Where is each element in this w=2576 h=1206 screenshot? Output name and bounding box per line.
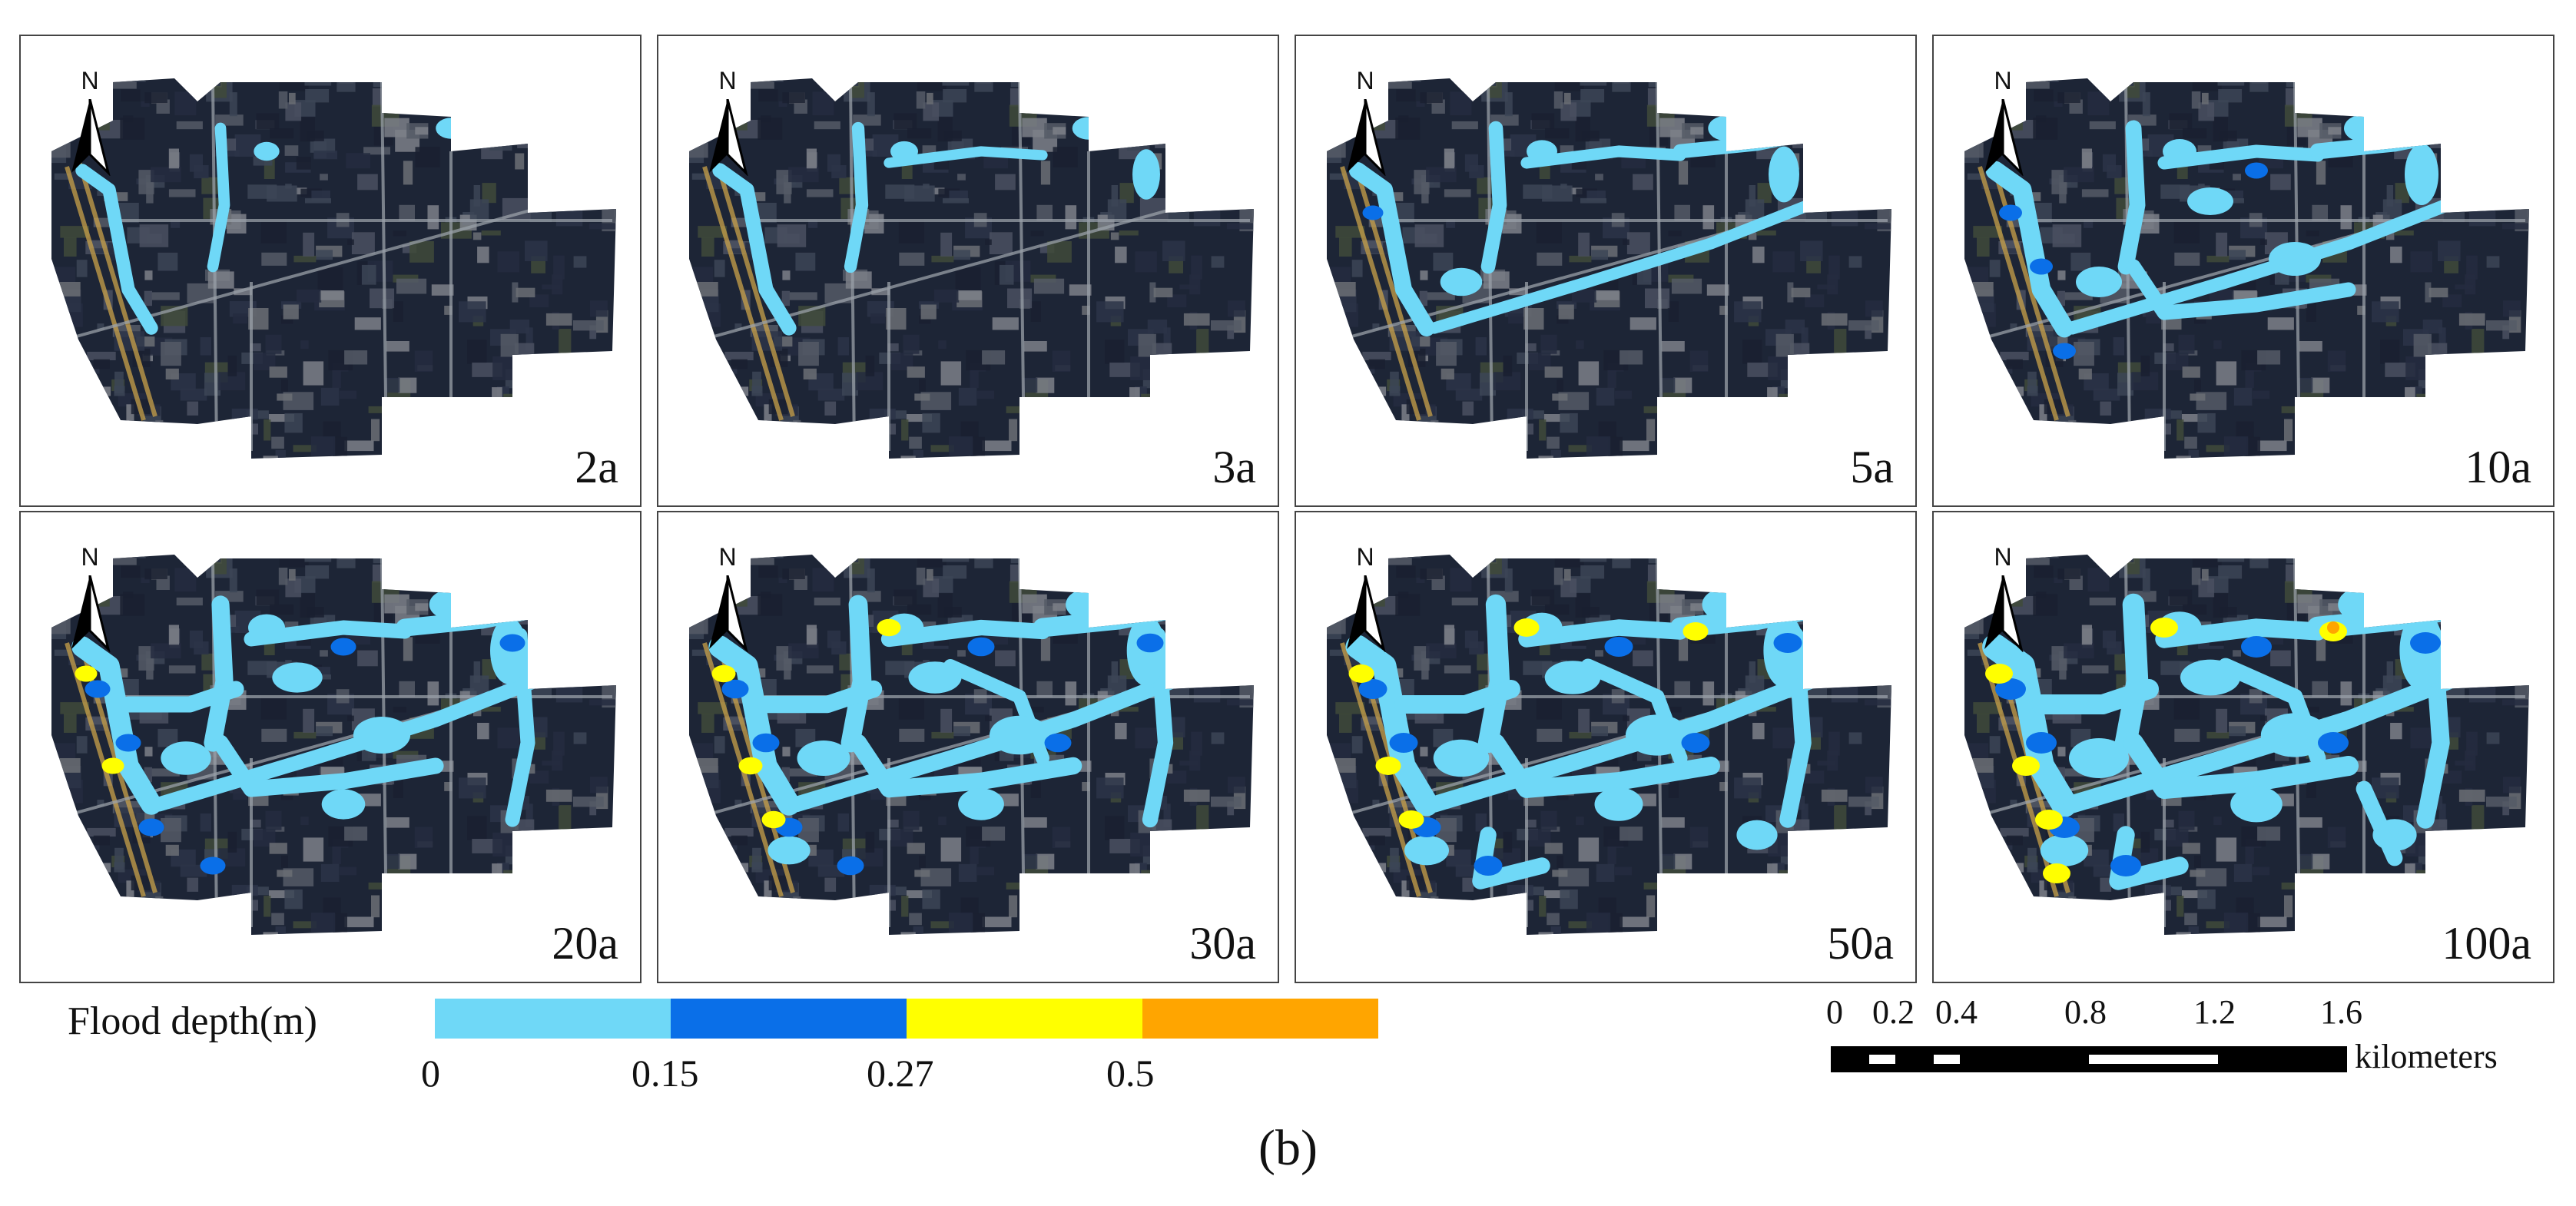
- flood-map: [1327, 78, 1891, 459]
- flood-extent: [712, 117, 1160, 336]
- flood-map: [689, 78, 1254, 459]
- scale-tick: 0.8: [2064, 993, 2107, 1031]
- flood-map: [51, 78, 616, 459]
- north-label: N: [1994, 67, 2012, 94]
- map-panel: N 50a: [1295, 511, 1917, 983]
- scale-bar: [1831, 1046, 2347, 1072]
- north-arrow: N: [58, 68, 122, 184]
- flood-extent: [1345, 576, 1874, 890]
- figure-caption: (b): [1258, 1120, 1318, 1176]
- return-period-label: 50a: [1827, 918, 1894, 969]
- scale-tick: 1.6: [2320, 993, 2362, 1031]
- north-arrow: N: [1333, 68, 1397, 184]
- map-panel: N 5a: [1295, 35, 1917, 507]
- legend-swatch: [671, 999, 907, 1039]
- map-panel: N 20a: [19, 511, 642, 983]
- north-label: N: [718, 67, 737, 94]
- north-arrow: N: [1333, 545, 1397, 660]
- scale-tick: 1.2: [2193, 993, 2236, 1031]
- return-period-label: 3a: [1212, 442, 1256, 492]
- return-period-label: 20a: [552, 918, 618, 969]
- north-arrow: N: [1971, 68, 2035, 184]
- legend-color-bar: [435, 999, 1378, 1039]
- flood-map: [1964, 555, 2529, 935]
- legend-tick: 0.15: [632, 1052, 699, 1095]
- legend-swatch: [907, 999, 1142, 1039]
- north-label: N: [81, 67, 99, 94]
- north-label: N: [1356, 543, 1374, 571]
- north-label: N: [81, 543, 99, 571]
- map-panel: N 30a: [657, 511, 1279, 983]
- scale-tick: 0.2: [1872, 993, 1915, 1031]
- flood-map: [1964, 78, 2529, 459]
- return-period-label: 30a: [1189, 918, 1256, 969]
- north-arrow-icon: [709, 575, 748, 652]
- scale-bar-segment: [1869, 1055, 1895, 1064]
- north-arrow: N: [58, 545, 122, 660]
- map-panel: N 2a: [19, 35, 642, 507]
- north-arrow-icon: [1347, 99, 1386, 176]
- legend-swatch: [435, 999, 671, 1039]
- flood-extent: [1985, 114, 2480, 359]
- legend-swatch: [1142, 999, 1378, 1039]
- map-panel: N 100a: [1932, 511, 2554, 983]
- scale-tick: 0.4: [1935, 993, 1978, 1031]
- scale-bar-segment: [1934, 1055, 1960, 1064]
- scale-bar-segment: [2089, 1055, 2218, 1064]
- legend-tick: 0.5: [1106, 1052, 1155, 1095]
- north-arrow-icon: [71, 99, 111, 176]
- north-arrow-icon: [1984, 575, 2024, 652]
- scale-tick: 0: [1826, 993, 1843, 1031]
- return-period-label: 2a: [575, 442, 618, 492]
- legend-tick: 0.27: [867, 1052, 934, 1095]
- north-label: N: [1994, 543, 2012, 571]
- flood-map: [689, 555, 1254, 935]
- north-arrow: N: [1971, 545, 2035, 660]
- north-label: N: [1356, 67, 1374, 94]
- north-arrow-icon: [709, 99, 748, 176]
- legend-title: Flood depth(m): [68, 999, 317, 1043]
- north-arrow-icon: [71, 575, 111, 652]
- map-panel: N 10a: [1932, 35, 2554, 507]
- return-period-label: 10a: [2465, 442, 2531, 492]
- return-period-label: 100a: [2442, 918, 2531, 969]
- north-arrow: N: [695, 545, 760, 660]
- north-arrow-icon: [1347, 575, 1386, 652]
- scale-unit: kilometers: [2355, 1038, 2498, 1075]
- legend-tick: 0: [421, 1052, 440, 1095]
- north-arrow: N: [695, 68, 760, 184]
- return-period-label: 5a: [1850, 442, 1894, 492]
- map-panel: N 3a: [657, 35, 1279, 507]
- flood-map: [51, 555, 616, 935]
- north-label: N: [718, 543, 737, 571]
- north-arrow-icon: [1984, 99, 2024, 176]
